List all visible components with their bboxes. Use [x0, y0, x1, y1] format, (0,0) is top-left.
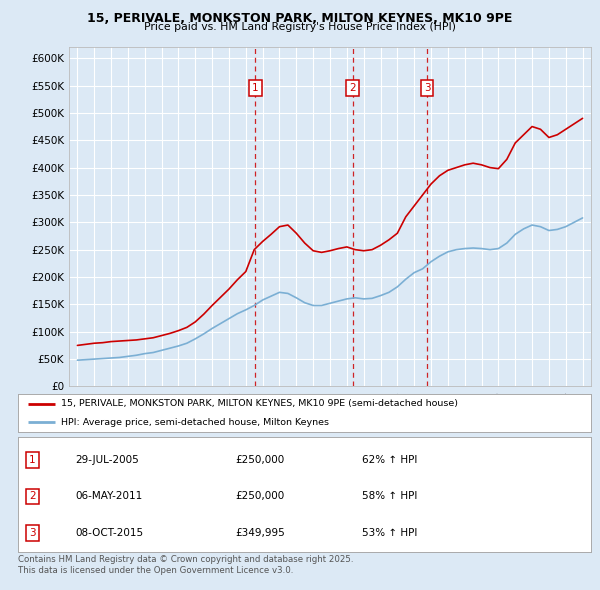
Text: Price paid vs. HM Land Registry's House Price Index (HPI): Price paid vs. HM Land Registry's House …	[144, 22, 456, 32]
Text: 15, PERIVALE, MONKSTON PARK, MILTON KEYNES, MK10 9PE (semi-detached house): 15, PERIVALE, MONKSTON PARK, MILTON KEYN…	[61, 399, 458, 408]
Text: Contains HM Land Registry data © Crown copyright and database right 2025.
This d: Contains HM Land Registry data © Crown c…	[18, 555, 353, 575]
Text: 15, PERIVALE, MONKSTON PARK, MILTON KEYNES, MK10 9PE: 15, PERIVALE, MONKSTON PARK, MILTON KEYN…	[88, 12, 512, 25]
Text: 53% ↑ HPI: 53% ↑ HPI	[362, 528, 417, 538]
Text: 58% ↑ HPI: 58% ↑ HPI	[362, 491, 417, 502]
Text: HPI: Average price, semi-detached house, Milton Keynes: HPI: Average price, semi-detached house,…	[61, 418, 329, 427]
Text: 1: 1	[29, 455, 35, 464]
Text: 08-OCT-2015: 08-OCT-2015	[76, 528, 143, 538]
Text: 3: 3	[29, 528, 35, 538]
Text: 1: 1	[252, 83, 259, 93]
Text: 2: 2	[349, 83, 356, 93]
Text: 29-JUL-2005: 29-JUL-2005	[76, 455, 139, 464]
Text: £349,995: £349,995	[236, 528, 286, 538]
Text: 3: 3	[424, 83, 430, 93]
Text: 62% ↑ HPI: 62% ↑ HPI	[362, 455, 417, 464]
Text: £250,000: £250,000	[236, 455, 285, 464]
Text: 06-MAY-2011: 06-MAY-2011	[76, 491, 143, 502]
Text: 2: 2	[29, 491, 35, 502]
Text: £250,000: £250,000	[236, 491, 285, 502]
